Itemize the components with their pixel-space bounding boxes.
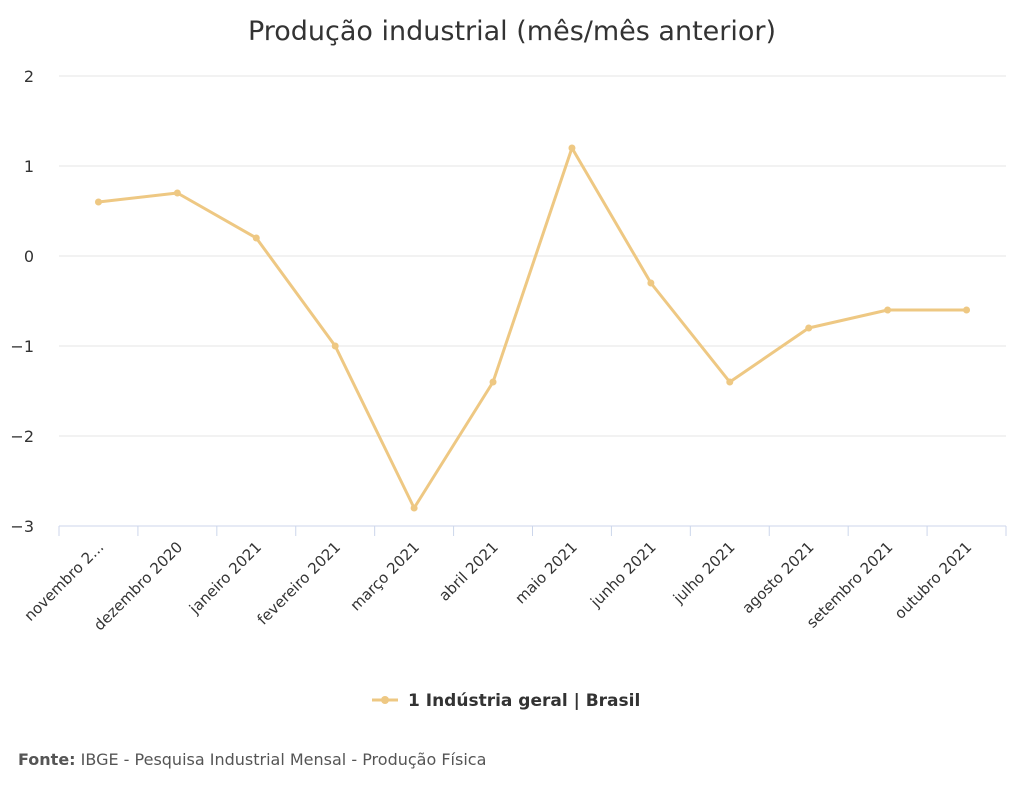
data-point[interactable] [963,306,971,314]
data-point[interactable] [805,324,813,332]
data-point[interactable] [173,189,181,197]
legend[interactable]: 1 Indústria geral | Brasil [372,691,640,711]
data-point[interactable] [410,504,418,512]
x-tick-label: julho 2021 [669,538,739,608]
x-tick-label: janeiro 2021 [185,538,265,618]
grid-lines [59,75,1006,437]
data-point[interactable] [252,234,260,242]
y-tick-label: −2 [10,427,34,446]
x-axis: novembro 2...dezembro 2020 janeiro 2021fe… [21,525,1007,634]
legend-label[interactable]: 1 Indústria geral | Brasil [408,691,640,711]
source-note: Fonte: IBGE - Pesquisa Industrial Mensal… [18,750,486,769]
data-point[interactable] [726,378,734,386]
y-tick-label: −1 [10,337,34,356]
x-tick-label: abril 2021 [435,538,502,605]
x-tick-label: junho 2021 [586,538,659,611]
x-tick-label: fevereiro 2021 [254,538,344,628]
series-group [94,144,971,512]
y-tick-label: 0 [24,247,34,266]
series-line [96,146,969,510]
y-tick-label: 1 [24,157,34,176]
source-text: IBGE - Pesquisa Industrial Mensal - Prod… [75,750,487,769]
chart-title: Produção industrial (mês/mês anterior) [248,16,776,47]
y-axis-ticks: 2 1 0 −1 −2 −3 [10,67,34,536]
legend-marker-icon [381,696,389,704]
source-label: Fonte: [18,750,76,769]
x-tick-label: março 2021 [347,538,423,614]
y-tick-label: −3 [10,517,34,536]
x-tick-label: agosto 2021 [739,538,818,617]
data-point[interactable] [331,342,339,350]
data-point[interactable] [94,198,102,206]
x-tick-label: maio 2021 [511,538,580,607]
data-point[interactable] [568,144,576,152]
data-point[interactable] [489,378,497,386]
y-tick-label: 2 [24,67,34,86]
x-tick-label: novembro 2... [21,538,108,625]
data-point[interactable] [884,306,892,314]
x-tick-label: setembro 2021 [803,538,897,632]
data-point[interactable] [647,279,655,287]
x-tick-label: outubro 2021 [891,538,976,623]
